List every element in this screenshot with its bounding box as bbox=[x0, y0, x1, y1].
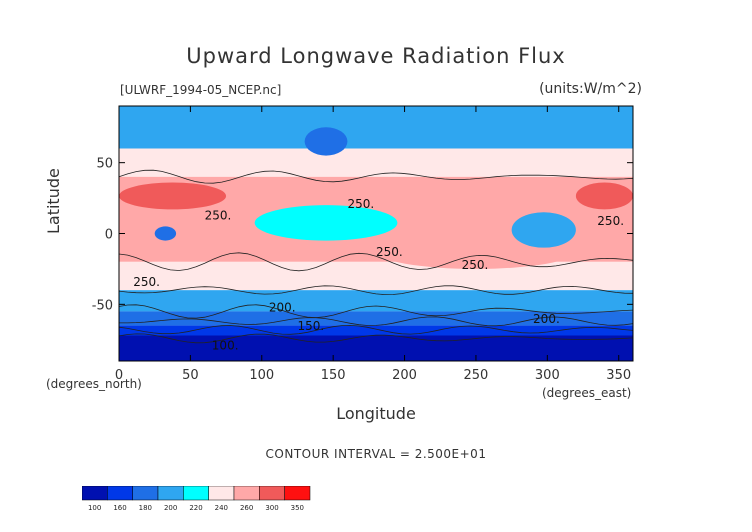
contour-lines bbox=[118, 169, 634, 344]
x-tick-label: 100 bbox=[249, 368, 274, 383]
contour-label: 200. bbox=[269, 300, 296, 314]
y-axis-label: Latitude bbox=[44, 168, 63, 234]
colorbar-segment bbox=[157, 486, 184, 501]
colorbar-level-label: 240 bbox=[215, 504, 228, 512]
colorbar-segment bbox=[107, 486, 133, 501]
contour-labels: 250.250. 250.250.250.250.200.200.150.100. bbox=[133, 197, 624, 353]
heatmap-feature bbox=[154, 226, 177, 241]
colorbar-segment bbox=[259, 486, 285, 501]
colorbar-segment bbox=[208, 486, 235, 501]
colorbar-level-label: 350 bbox=[291, 504, 304, 512]
contour-label: 250. bbox=[462, 258, 489, 272]
colorbar-segment bbox=[233, 486, 260, 501]
contour-label: 200. bbox=[533, 312, 560, 326]
x-tick-label: 350 bbox=[606, 368, 631, 383]
x-tick-label: 150 bbox=[321, 368, 346, 383]
y-tick-label: 50 bbox=[96, 157, 113, 172]
contour-line bbox=[118, 333, 634, 344]
colorbar-level-label: 220 bbox=[189, 504, 202, 512]
contour-line bbox=[118, 252, 634, 272]
contour-label: 250. bbox=[133, 275, 160, 289]
x-tick-label: 0 bbox=[115, 368, 123, 383]
colorbar: 100 160 180 200 220 240 260 300 350 bbox=[82, 486, 311, 512]
contour-line bbox=[119, 316, 634, 327]
x-tick-label: 50 bbox=[182, 368, 199, 383]
units-label: (units:W/m^2) bbox=[539, 81, 642, 97]
contour-line bbox=[118, 324, 634, 335]
heatmap-feature bbox=[119, 233, 177, 262]
contour-label: 100. bbox=[212, 339, 239, 353]
contour-line bbox=[118, 169, 634, 184]
lat-band bbox=[119, 148, 633, 177]
contour-label: 250. bbox=[205, 208, 232, 222]
heatmap-feature bbox=[575, 182, 633, 210]
lat-band bbox=[119, 290, 633, 312]
chart-title: Upward Longwave Radiation Flux bbox=[186, 44, 566, 68]
y-unit-label: (degrees_north) bbox=[46, 377, 142, 391]
colorbar-segment bbox=[132, 486, 159, 501]
heatmap-feature bbox=[254, 205, 398, 241]
x-unit-label: (degrees_east) bbox=[542, 386, 632, 400]
colorbar-level-label: 260 bbox=[240, 504, 253, 512]
lat-band bbox=[119, 311, 633, 326]
contour-interval-text: CONTOUR INTERVAL = 2.500E+01 bbox=[265, 447, 487, 461]
contour-line bbox=[118, 285, 634, 296]
contour-label: 250. bbox=[347, 197, 374, 211]
colorbar-level-label: 180 bbox=[139, 504, 152, 512]
axis-ticks: 0 50 100 150 200 250 300 350 -50 0 50 bbox=[92, 106, 633, 383]
colorbar-level-label: 200 bbox=[164, 504, 177, 512]
colorbar-segment bbox=[82, 486, 108, 501]
heatmap-feature bbox=[511, 212, 576, 248]
x-tick-label: 250 bbox=[464, 368, 489, 383]
file-label: [ULWRF_1994-05_NCEP.nc] bbox=[120, 83, 282, 97]
heatmap-feature bbox=[304, 127, 348, 156]
colorbar-segment bbox=[183, 486, 209, 501]
y-tick-label: -50 bbox=[92, 298, 113, 313]
contour-label: 250. bbox=[597, 214, 624, 228]
contour-label: 250. bbox=[376, 245, 403, 259]
heatmap-feature bbox=[119, 182, 227, 210]
colorbar-level-label: 300 bbox=[265, 504, 278, 512]
x-tick-label: 200 bbox=[392, 368, 417, 383]
y-tick-label: 0 bbox=[105, 228, 113, 243]
lat-band bbox=[119, 335, 633, 361]
contour-line bbox=[118, 304, 634, 319]
contour-label: 150. bbox=[297, 319, 324, 333]
colorbar-segment bbox=[284, 486, 311, 501]
x-axis-label: Longitude bbox=[336, 404, 416, 423]
lat-band bbox=[119, 325, 633, 336]
x-tick-label: 300 bbox=[535, 368, 560, 383]
lat-band bbox=[119, 106, 633, 149]
colorbar-level-label: 100 bbox=[88, 504, 101, 512]
colorbar-level-label: 160 bbox=[113, 504, 126, 512]
